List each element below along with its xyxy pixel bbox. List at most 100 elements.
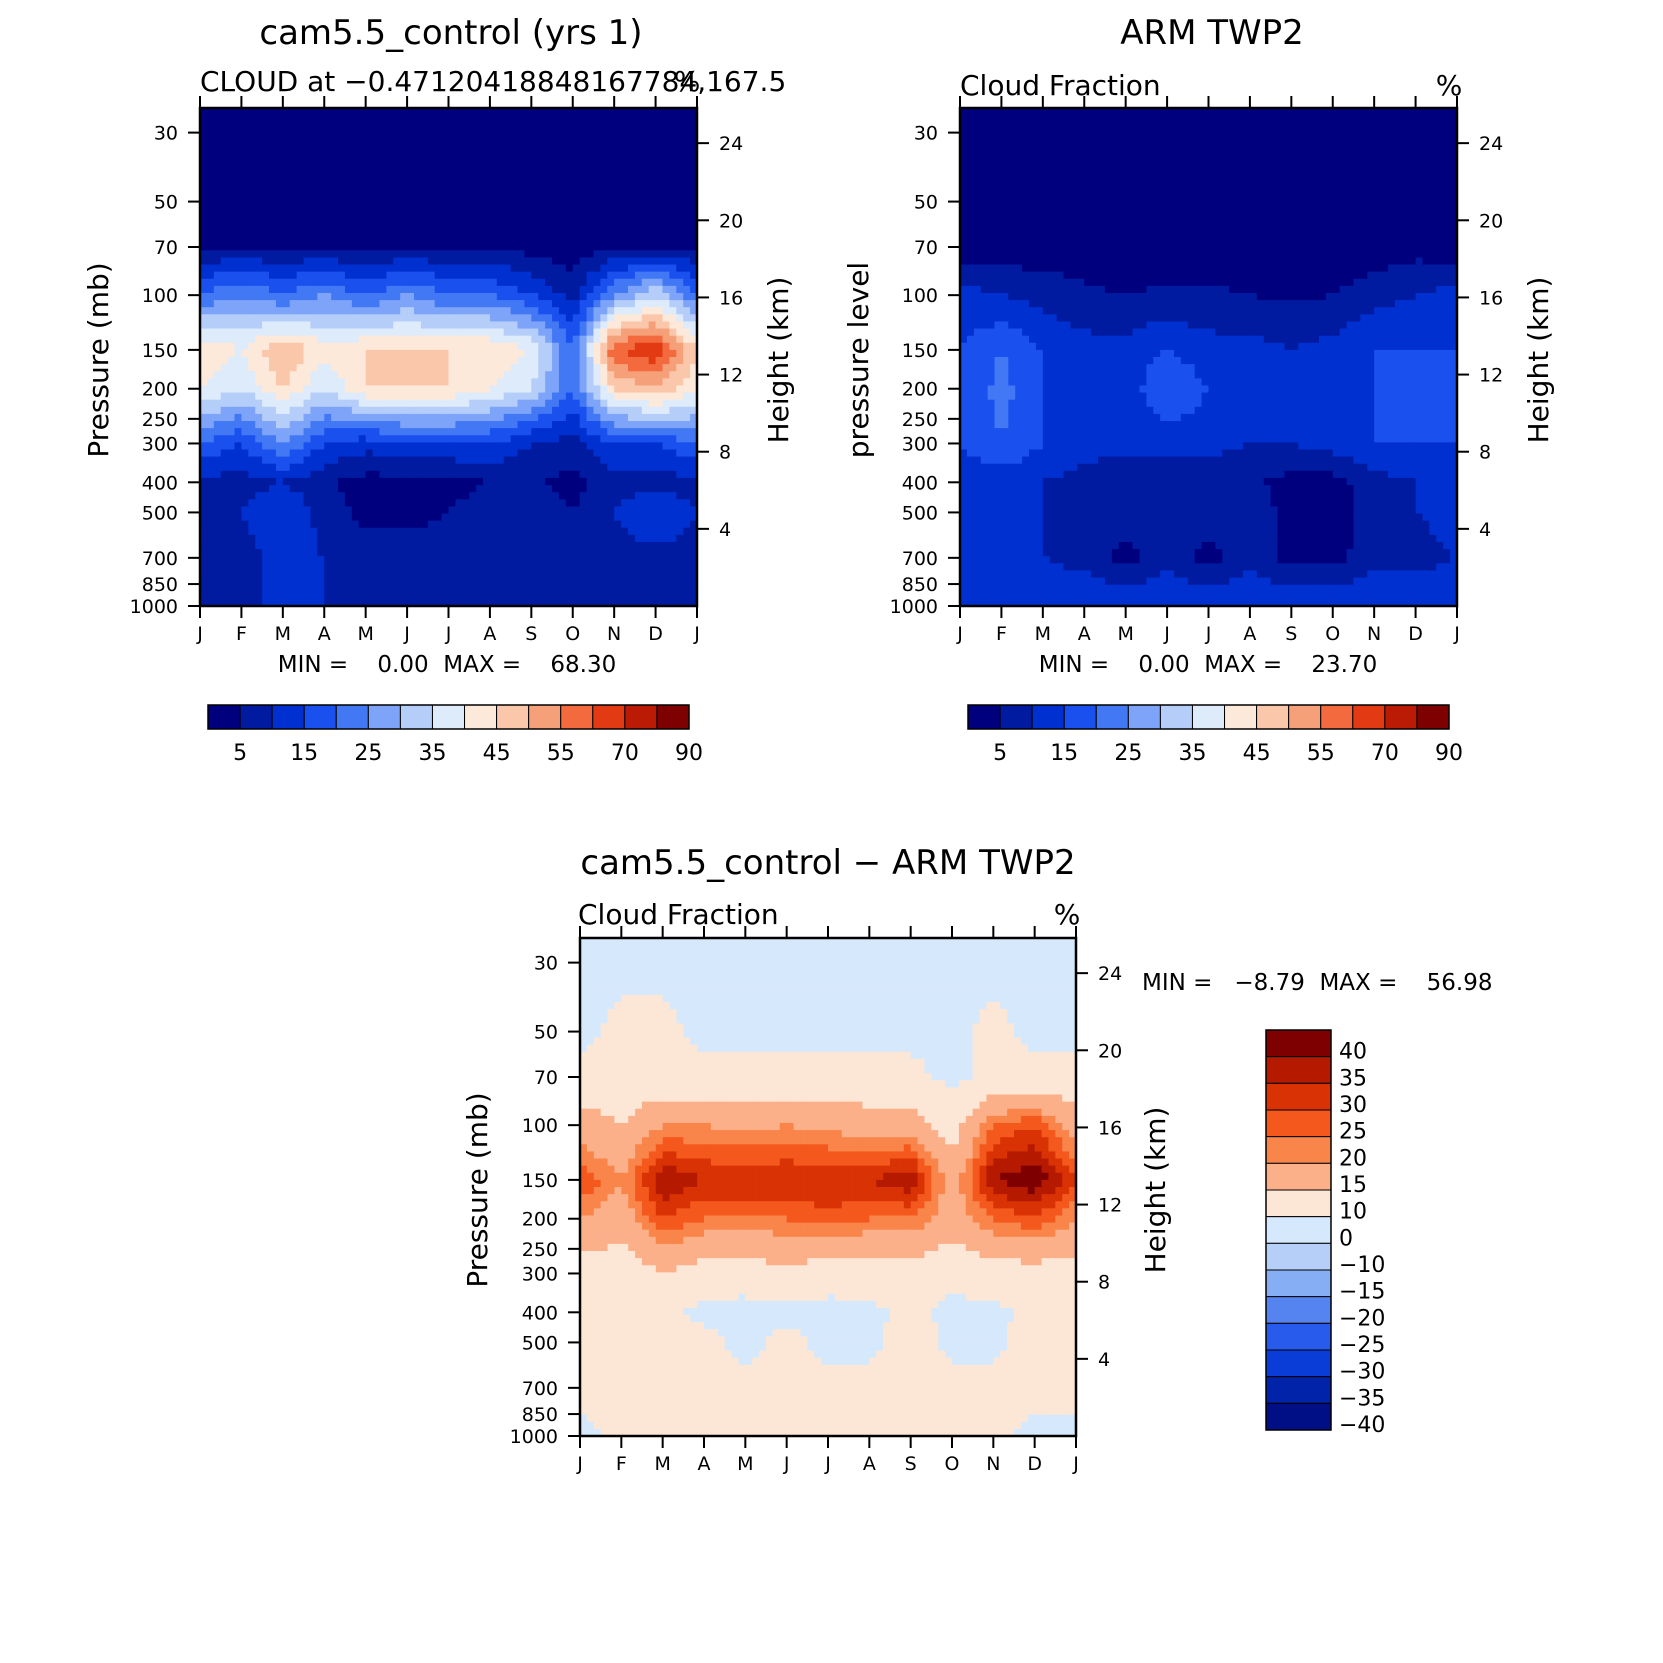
heatmap-cell (310, 456, 318, 465)
heatmap-cell (413, 186, 422, 194)
heatmap-cell (275, 364, 284, 372)
heatmap-cell (503, 328, 512, 337)
heatmap-cell (310, 492, 318, 500)
heatmap-cell (586, 428, 595, 436)
heatmap-cell (614, 499, 622, 507)
heatmap-cell (531, 364, 539, 372)
heatmap-cell (241, 122, 249, 130)
heatmap-cell (593, 335, 601, 344)
heatmap-cell (282, 200, 291, 209)
heatmap-cell (593, 207, 601, 216)
heatmap-cell (282, 456, 291, 465)
heatmap-cell (483, 257, 491, 266)
heatmap-cell (655, 307, 664, 315)
heatmap-cell (413, 179, 422, 187)
heatmap-cell (310, 371, 318, 379)
heatmap-cell (683, 179, 691, 187)
heatmap-cell (234, 150, 243, 159)
heatmap-cell (220, 129, 229, 138)
heatmap-cell (407, 371, 415, 379)
heatmap-cell (476, 136, 484, 145)
heatmap-cell (462, 172, 470, 180)
heatmap-cell (269, 598, 277, 606)
heatmap-cell (400, 108, 408, 116)
heatmap-cell (614, 236, 622, 244)
heatmap-cell (489, 342, 498, 351)
heatmap-cell (200, 364, 208, 372)
heatmap-cell (572, 108, 581, 116)
heatmap-cell (241, 584, 249, 593)
heatmap-cell (503, 435, 512, 443)
heatmap-cell (483, 364, 491, 372)
heatmap-cell (338, 442, 346, 451)
heatmap-cell (565, 108, 574, 116)
heatmap-cell (469, 428, 477, 436)
heatmap-cell (662, 556, 670, 564)
heatmap-cell (579, 264, 588, 273)
heatmap-cell (538, 150, 546, 159)
heatmap-cell (317, 243, 325, 251)
heatmap-cell (572, 406, 581, 415)
heatmap-cell (496, 456, 505, 465)
heatmap-cell (476, 449, 484, 458)
heatmap-cell (365, 435, 374, 443)
heatmap-cell (621, 257, 629, 266)
heatmap-cell (220, 236, 229, 244)
heatmap-cell (248, 371, 256, 379)
heatmap-cell (213, 271, 222, 280)
heatmap-cell (324, 463, 332, 472)
heatmap-cell (248, 435, 256, 443)
heatmap-cell (351, 278, 360, 287)
heatmap-cell (372, 150, 381, 159)
heatmap-cell (607, 314, 615, 323)
heatmap-cell (614, 115, 622, 123)
heatmap-cell (407, 584, 415, 593)
heatmap-cell (448, 506, 456, 515)
heatmap-cell (338, 214, 346, 223)
heatmap-cell (372, 292, 381, 301)
heatmap-cell (379, 357, 387, 365)
heatmap-cell (462, 179, 470, 187)
heatmap-cell (400, 421, 408, 429)
heatmap-cell (565, 371, 574, 379)
heatmap-cell (552, 221, 560, 230)
heatmap-cell (213, 264, 222, 273)
heatmap-cell (565, 477, 574, 486)
heatmap-cell (476, 406, 484, 415)
heatmap-cell (234, 577, 243, 586)
heatmap-cell (282, 463, 291, 472)
heatmap-cell (586, 549, 595, 557)
heatmap-cell (338, 506, 346, 515)
heatmap-cell (275, 157, 284, 166)
heatmap-cell (303, 435, 312, 443)
heatmap-cell (455, 186, 463, 194)
heatmap-cell (331, 314, 339, 323)
heatmap-cell (627, 129, 636, 138)
heatmap-cell (545, 591, 553, 600)
heatmap-cell (531, 541, 539, 550)
heatmap-cell (565, 335, 574, 344)
heatmap-cell (496, 421, 505, 429)
heatmap-cell (676, 357, 684, 365)
heatmap-cell (524, 264, 532, 273)
heatmap-cell (545, 513, 553, 522)
heatmap-cell (393, 556, 401, 564)
heatmap-cell (365, 335, 374, 344)
heatmap-cell (448, 150, 456, 159)
heatmap-cell (441, 150, 450, 159)
heatmap-cell (282, 506, 291, 515)
heatmap-cell (455, 349, 463, 358)
heatmap-cell (241, 164, 249, 173)
heatmap-cell (621, 292, 629, 301)
heatmap-cell (386, 136, 394, 145)
heatmap-cell (344, 164, 353, 173)
heatmap-cell (455, 257, 463, 266)
heatmap-cell (434, 342, 443, 351)
heatmap-cell (213, 499, 222, 507)
heatmap-cell (372, 456, 381, 465)
heatmap-cell (338, 157, 346, 166)
heatmap-cell (621, 378, 629, 387)
heatmap-cell (483, 278, 491, 287)
heatmap-cell (627, 328, 636, 337)
heatmap-cell (241, 470, 249, 479)
